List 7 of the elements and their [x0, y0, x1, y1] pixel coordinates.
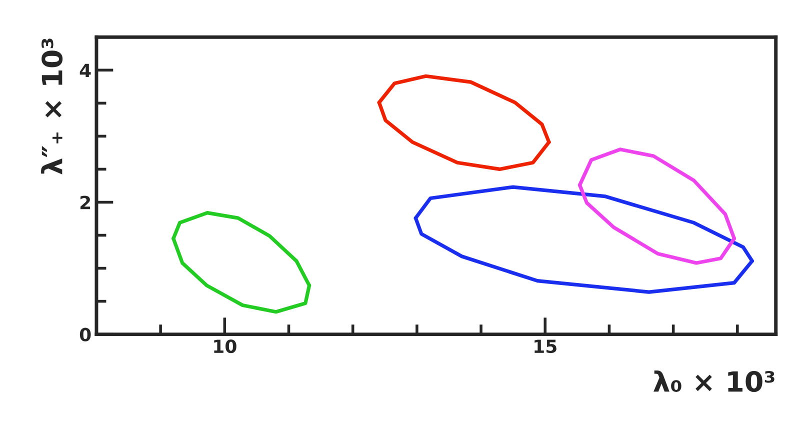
x-axis-title: λ₀ × 10³	[654, 370, 774, 392]
x-tick-label: 15	[534, 340, 556, 354]
x-tick-label: 10	[214, 339, 236, 354]
y-axis-title: λ″₊ × 10³	[41, 38, 63, 174]
y-tick-label: 2	[80, 196, 90, 210]
y-tick-label: 0	[80, 328, 91, 342]
y-tick-label: 4	[80, 64, 91, 78]
